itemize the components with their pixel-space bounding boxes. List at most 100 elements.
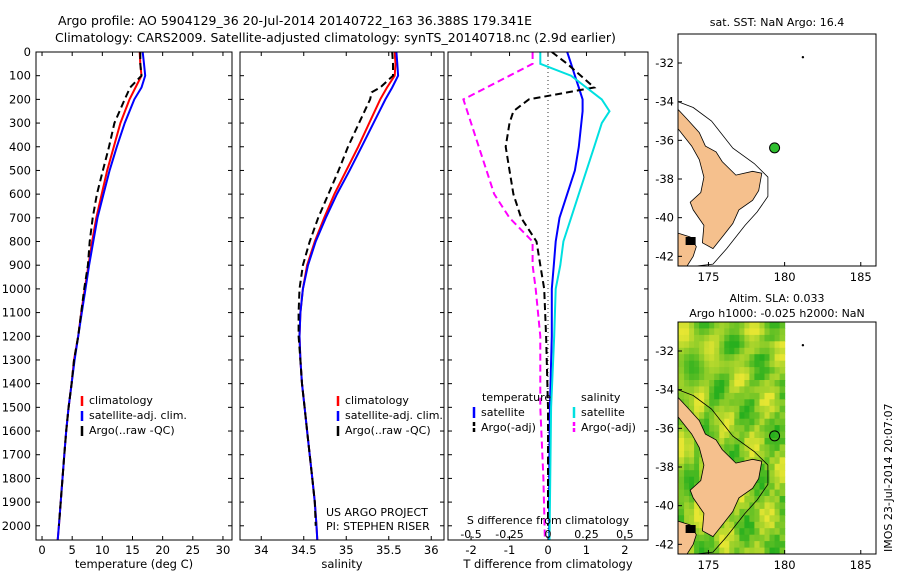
sla-cell [779,412,786,420]
sla-cell [709,380,715,387]
sla-cell [709,360,715,368]
sla-cell [699,534,705,542]
s-tick-label: 0.5 [616,528,634,541]
sla-cell [678,444,680,452]
sla-cell [719,405,725,413]
sla-cell [724,328,730,336]
header-line1: Argo profile: AO 5904129_36 20-Jul-2014 … [58,13,532,28]
sla-cell [678,515,680,523]
legend-label-0: climatology [89,394,153,407]
sla-cell [699,412,705,420]
sla-cell [769,483,776,491]
sla-cell [704,534,710,542]
sla-cell [744,521,750,529]
sla-cell [734,444,740,452]
sla-cell [744,438,750,445]
sla-cell [679,470,685,478]
sla-cell [754,547,760,554]
sla-cell [764,380,771,387]
y-tick-label: 2000 [2,519,31,533]
project-annotation: US ARGO PROJECT [326,506,428,519]
sla-cell [734,502,740,510]
sla-cell [774,341,781,349]
sla-cell [759,431,766,439]
sla-cell [694,360,700,368]
diff-legend-label-1: Argo(-adj) [481,421,536,434]
sla-cell [724,412,730,420]
sla-cell [779,328,786,336]
sla-cell [689,405,695,413]
sla-cell [769,496,776,503]
x-axis-label: T difference from climatology [462,557,633,571]
sla-cell [699,521,705,529]
sla-cell [769,418,776,426]
sla-cell [769,386,776,394]
sla-cell [769,444,776,452]
x-tick-label: -1 [504,543,515,557]
sla-cell [749,354,755,362]
sla-cell [749,412,755,420]
sla-cell [764,483,771,491]
sla-cell [679,367,685,375]
sla-cell [769,322,776,329]
sla-cell [678,418,680,426]
sla-cell [744,341,750,349]
sla-cell [678,322,680,329]
sla-cell [769,347,776,355]
diff-legend-label-2: satellite [581,406,625,419]
sla-cell [754,367,760,375]
sla-cell [769,547,776,554]
y-tick-label: 1300 [2,353,31,367]
series-line-0 [548,52,584,540]
sla-cell [754,322,760,329]
sla-cell [764,489,771,497]
sla-cell [774,360,781,368]
sla-cell [779,457,786,465]
sla-cell [694,373,700,381]
map-content [678,322,805,554]
sla-cell [779,322,786,329]
sla-cell [734,534,740,542]
sla-cell [724,367,730,375]
sla-cell [678,354,680,362]
sla-cell [689,502,695,510]
sla-cell [779,470,786,478]
sla-cell [754,425,760,433]
sla-cell [729,450,735,458]
sla-cell [769,515,776,523]
sla-cell [689,360,695,368]
sla-cell [754,380,760,387]
sla-cell [769,412,776,420]
sla-cell [779,438,786,445]
sla-cell [694,334,700,342]
sla-cell [704,380,710,387]
sla-cell [689,334,695,342]
sla-cell [769,399,776,407]
sla-cell [684,457,690,465]
sla-cell [774,508,781,516]
sla-cell [764,463,771,471]
sla-cell [779,341,786,349]
sla-cell [729,425,735,433]
x-tick-label: 2 [621,543,628,557]
sla-cell [694,541,700,549]
sla-cell [684,380,690,387]
y-tick-label: 700 [9,211,31,225]
x-axis-label: temperature (deg C) [75,557,193,571]
sla-cell [729,341,735,349]
sla-cell [719,322,725,329]
sla-cell [759,360,766,368]
sla-cell [754,502,760,510]
x-tick-label: 30 [216,543,231,557]
map-subtitle: Argo h1000: -0.025 h2000: NaN [689,307,865,320]
sla-cell [734,438,740,445]
sla-cell [754,431,760,439]
sla-cell [759,528,766,536]
sla-cell [679,392,685,400]
map-frame [677,321,877,555]
sla-cell [714,360,720,368]
sla-cell [704,367,710,375]
sla-cell [749,373,755,381]
plot-frame [447,51,649,541]
